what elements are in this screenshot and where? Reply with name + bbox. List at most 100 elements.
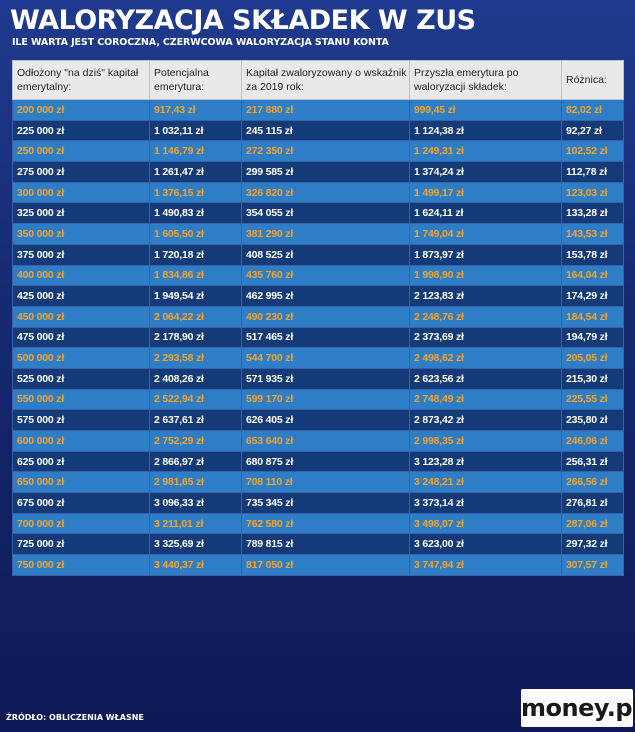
cell-difference: 184,54 zł: [561, 305, 624, 328]
cell-pension: 1 720,18 zł: [149, 243, 242, 266]
column-header-pension: Potencjalna emerytura:: [149, 60, 242, 100]
cell-difference: 225,55 zł: [561, 388, 624, 411]
table-row: 675 000 zł 3 096,33 zł 735 345 zł 3 373,14 …: [12, 492, 624, 514]
table-body: 200 000 zł 917,43 zł 217 880 zł 999,45 zł 82…: [12, 99, 624, 576]
page-title: WALORYZACJA SKŁADEK W ZUS: [10, 5, 476, 36]
table-row: 400 000 zł 1 834,86 zł 435 760 zł 1 998,90 …: [12, 264, 624, 287]
table-header-row: Odłożony "na dziś" kapitał emerytalny: P…: [12, 60, 624, 100]
table-row: 425 000 zł 1 949,54 zł 462 995 zł 2 123,83 …: [12, 285, 624, 307]
cell-capital: 575 000 zł: [12, 409, 150, 431]
cell-pension: 1 376,15 zł: [149, 181, 242, 204]
table-row: 450 000 zł 2 064,22 zł 490 230 zł 2 248,76 …: [12, 305, 624, 328]
cell-future-pension: 2 748,49 zł: [409, 388, 562, 411]
cell-valorized-capital: 789 815 zł: [241, 533, 410, 556]
column-header-capital: Odłożony "na dziś" kapitał emerytalny:: [12, 60, 150, 100]
cell-difference: 205,05 zł: [561, 347, 624, 369]
cell-valorized-capital: 599 170 zł: [241, 388, 410, 411]
cell-valorized-capital: 626 405 zł: [241, 409, 410, 431]
cell-pension: 917,43 zł: [149, 99, 242, 121]
cell-valorized-capital: 435 760 zł: [241, 264, 410, 287]
cell-difference: 297,32 zł: [561, 533, 624, 556]
cell-future-pension: 2 998,35 zł: [409, 430, 562, 452]
cell-valorized-capital: 571 935 zł: [241, 367, 410, 390]
cell-capital: 500 000 zł: [12, 347, 150, 369]
cell-valorized-capital: 680 875 zł: [241, 450, 410, 473]
cell-valorized-capital: 245 115 zł: [241, 119, 410, 142]
cell-pension: 2 293,58 zł: [149, 347, 242, 369]
cell-pension: 1 834,86 zł: [149, 264, 242, 287]
table-row: 650 000 zł 2 981,65 zł 708 110 zł 3 248,21 …: [12, 471, 624, 494]
cell-future-pension: 2 373,69 zł: [409, 326, 562, 349]
cell-difference: 235,80 zł: [561, 409, 624, 431]
table-row: 550 000 zł 2 522,94 zł 599 170 zł 2 748,49 …: [12, 388, 624, 411]
cell-capital: 700 000 zł: [12, 512, 150, 535]
table-row: 300 000 zł 1 376,15 zł 326 820 zł 1 499,17 …: [12, 181, 624, 204]
cell-difference: 174,29 zł: [561, 285, 624, 307]
table-row: 625 000 zł 2 866,97 zł 680 875 zł 3 123,28 …: [12, 450, 624, 473]
cell-pension: 3 096,33 zł: [149, 492, 242, 514]
cell-difference: 215,30 zł: [561, 367, 624, 390]
cell-difference: 246,06 zł: [561, 430, 624, 452]
cell-capital: 525 000 zł: [12, 367, 150, 390]
cell-pension: 1 490,83 zł: [149, 202, 242, 225]
cell-future-pension: 3 248,21 zł: [409, 471, 562, 494]
cell-future-pension: 3 498,07 zł: [409, 512, 562, 535]
cell-difference: 164,04 zł: [561, 264, 624, 287]
cell-pension: 3 325,69 zł: [149, 533, 242, 556]
cell-pension: 2 178,90 zł: [149, 326, 242, 349]
cell-capital: 550 000 zł: [12, 388, 150, 411]
cell-difference: 82,02 zł: [561, 99, 624, 121]
cell-future-pension: 1 124,38 zł: [409, 119, 562, 142]
cell-valorized-capital: 762 580 zł: [241, 512, 410, 535]
cell-pension: 3 440,37 zł: [149, 554, 242, 576]
cell-capital: 250 000 zł: [12, 140, 150, 163]
cell-future-pension: 1 998,90 zł: [409, 264, 562, 287]
cell-future-pension: 1 374,24 zł: [409, 161, 562, 183]
cell-pension: 2 981,65 zł: [149, 471, 242, 494]
cell-difference: 266,56 zł: [561, 471, 624, 494]
cell-valorized-capital: 299 585 zł: [241, 161, 410, 183]
cell-future-pension: 3 373,14 zł: [409, 492, 562, 514]
cell-difference: 256,31 zł: [561, 450, 624, 473]
table-row: 700 000 zł 3 211,01 zł 762 580 zł 3 498,07 …: [12, 512, 624, 535]
table-row: 600 000 zł 2 752,29 zł 653 640 zł 2 998,35 …: [12, 430, 624, 452]
cell-future-pension: 1 499,17 zł: [409, 181, 562, 204]
table-row: 325 000 zł 1 490,83 zł 354 055 zł 1 624,11 …: [12, 202, 624, 225]
table-row: 575 000 zł 2 637,61 zł 626 405 zł 2 873,42 …: [12, 409, 624, 431]
column-header-difference: Różnica:: [561, 60, 624, 100]
cell-difference: 153,78 zł: [561, 243, 624, 266]
money-pl-logo: money.pl: [521, 689, 635, 727]
cell-pension: 1 032,11 zł: [149, 119, 242, 142]
table-row: 250 000 zł 1 146,79 zł 272 350 zł 1 249,31 …: [12, 140, 624, 163]
column-header-future-pension: Przyszła emerytura po waloryzacji składe…: [409, 60, 562, 100]
cell-future-pension: 999,45 zł: [409, 99, 562, 121]
table-row: 225 000 zł 1 032,11 zł 245 115 zł 1 124,38 …: [12, 119, 624, 142]
valorization-table: Odłożony "na dziś" kapitał emerytalny: P…: [12, 60, 624, 576]
cell-pension: 1 261,47 zł: [149, 161, 242, 183]
table-row: 750 000 zł 3 440,37 zł 817 050 zł 3 747,94 …: [12, 554, 624, 576]
table-row: 275 000 zł 1 261,47 zł 299 585 zł 1 374,24 …: [12, 161, 624, 183]
cell-future-pension: 2 123,83 zł: [409, 285, 562, 307]
cell-pension: 1 949,54 zł: [149, 285, 242, 307]
cell-capital: 650 000 zł: [12, 471, 150, 494]
cell-capital: 675 000 zł: [12, 492, 150, 514]
cell-capital: 325 000 zł: [12, 202, 150, 225]
table-row: 375 000 zł 1 720,18 zł 408 525 zł 1 873,97 …: [12, 243, 624, 266]
cell-future-pension: 3 747,94 zł: [409, 554, 562, 576]
cell-valorized-capital: 817 050 zł: [241, 554, 410, 576]
cell-future-pension: 1 624,11 zł: [409, 202, 562, 225]
cell-valorized-capital: 653 640 zł: [241, 430, 410, 452]
cell-difference: 92,27 zł: [561, 119, 624, 142]
cell-difference: 102,52 zł: [561, 140, 624, 163]
table-row: 500 000 zł 2 293,58 zł 544 700 zł 2 498,62 …: [12, 347, 624, 369]
table-row: 200 000 zł 917,43 zł 217 880 zł 999,45 zł 82…: [12, 99, 624, 121]
cell-future-pension: 3 623,00 zł: [409, 533, 562, 556]
cell-pension: 2 064,22 zł: [149, 305, 242, 328]
cell-capital: 300 000 zł: [12, 181, 150, 204]
cell-valorized-capital: 735 345 zł: [241, 492, 410, 514]
page-subtitle: ILE WARTA JEST COROCZNA, CZERWCOWA WALOR…: [12, 37, 389, 48]
cell-pension: 1 146,79 zł: [149, 140, 242, 163]
cell-pension: 2 752,29 zł: [149, 430, 242, 452]
cell-pension: 2 522,94 zł: [149, 388, 242, 411]
cell-valorized-capital: 544 700 zł: [241, 347, 410, 369]
